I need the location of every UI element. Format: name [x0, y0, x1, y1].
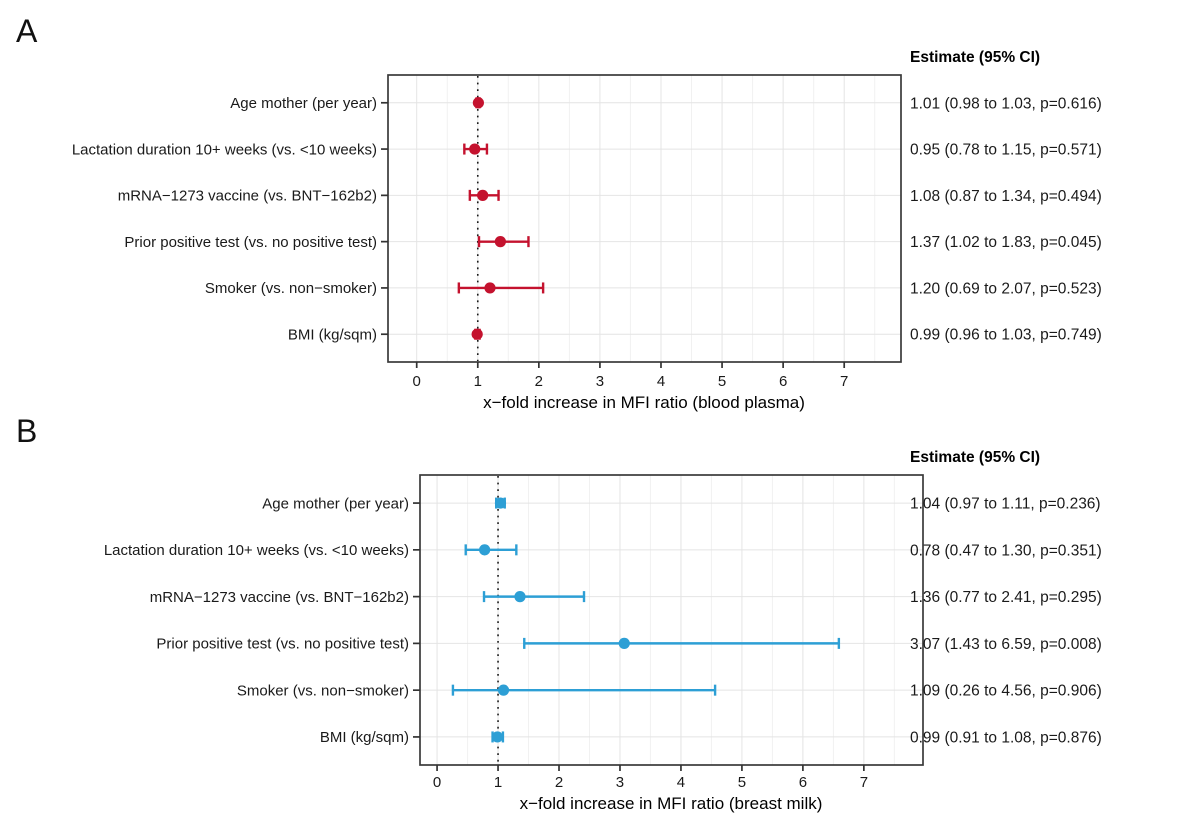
x-axis-tick-label: 0 [433, 774, 441, 791]
estimate-value: 0.99 (0.96 to 1.03, p=0.749) [910, 327, 1102, 344]
plot-frame [387, 74, 902, 363]
x-axis-tick-label: 2 [535, 373, 543, 390]
row-label: Age mother (per year) [262, 495, 409, 512]
row-label: Smoker (vs. non−smoker) [205, 280, 377, 297]
panel-b-x-axis-title: x−fold increase in MFI ratio (breast mil… [519, 794, 823, 813]
estimate-point [484, 282, 496, 294]
panel-b-label: B [16, 413, 38, 449]
row-label: mRNA−1273 vaccine (vs. BNT−162b2) [118, 188, 377, 205]
estimate-value: 0.99 (0.91 to 1.08, p=0.876) [910, 729, 1102, 746]
row-label: Lactation duration 10+ weeks (vs. <10 we… [72, 141, 377, 158]
estimate-point [469, 143, 481, 155]
estimate-point [494, 497, 507, 509]
row-label: Lactation duration 10+ weeks (vs. <10 we… [104, 542, 409, 559]
estimate-point [472, 97, 484, 109]
x-axis-tick-label: 5 [738, 774, 746, 791]
x-axis-tick-label: 6 [799, 774, 807, 791]
x-axis-tick-label: 4 [657, 373, 665, 390]
x-axis-tick-label: 5 [718, 373, 726, 390]
x-axis-tick-label: 4 [677, 774, 685, 791]
panel-b-estimate-column-header: Estimate (95% CI) [910, 449, 1041, 466]
estimate-point [618, 637, 630, 649]
estimate-value: 1.20 (0.69 to 2.07, p=0.523) [910, 280, 1102, 297]
estimate-point [491, 731, 504, 743]
x-axis-tick-label: 0 [413, 373, 421, 390]
plot-frame [419, 474, 924, 766]
x-axis-tick-label: 1 [474, 373, 482, 390]
row-label: BMI (kg/sqm) [320, 729, 409, 746]
estimate-value: 3.07 (1.43 to 6.59, p=0.008) [910, 636, 1102, 653]
estimate-point [477, 189, 489, 201]
estimate-value: 1.09 (0.26 to 4.56, p=0.906) [910, 683, 1102, 700]
estimate-point [471, 328, 483, 340]
estimate-value: 1.36 (0.77 to 2.41, p=0.295) [910, 589, 1102, 606]
estimate-value: 1.08 (0.87 to 1.34, p=0.494) [910, 188, 1102, 205]
row-label: Prior positive test (vs. no positive tes… [156, 636, 409, 653]
x-axis-tick-label: 2 [555, 774, 563, 791]
panel-a-x-axis-title: x−fold increase in MFI ratio (blood plas… [483, 393, 805, 412]
x-axis-tick-label: 7 [860, 774, 868, 791]
x-axis-tick-label: 7 [840, 373, 848, 390]
estimate-value: 1.37 (1.02 to 1.83, p=0.045) [910, 234, 1102, 251]
row-label: Smoker (vs. non−smoker) [237, 682, 409, 699]
estimate-value: 0.95 (0.78 to 1.15, p=0.571) [910, 142, 1102, 159]
x-axis-tick-label: 6 [779, 373, 787, 390]
estimate-value: 1.01 (0.98 to 1.03, p=0.616) [910, 95, 1102, 112]
estimate-point [494, 236, 506, 248]
estimate-point [479, 544, 491, 556]
estimate-point [514, 591, 526, 603]
estimate-value: 1.04 (0.97 to 1.11, p=0.236) [910, 496, 1101, 513]
row-label: BMI (kg/sqm) [288, 326, 377, 343]
row-label: mRNA−1273 vaccine (vs. BNT−162b2) [150, 589, 409, 606]
estimate-value: 0.78 (0.47 to 1.30, p=0.351) [910, 542, 1102, 559]
row-label: Prior positive test (vs. no positive tes… [124, 234, 377, 251]
x-axis-tick-label: 3 [616, 774, 624, 791]
panel-a-label: A [16, 13, 38, 49]
estimate-point [497, 684, 510, 696]
x-axis-tick-label: 1 [494, 774, 502, 791]
panel-a-estimate-column-header: Estimate (95% CI) [910, 49, 1041, 66]
x-axis-tick-label: 3 [596, 373, 604, 390]
row-label: Age mother (per year) [230, 95, 377, 112]
